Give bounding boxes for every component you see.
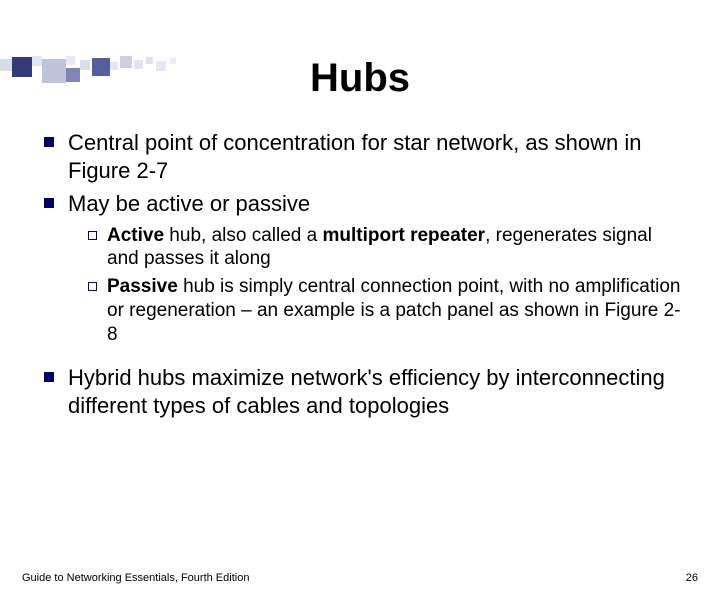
- text-span: hub, also called a: [164, 225, 322, 246]
- slide-content: Central point of concentration for star …: [0, 129, 720, 419]
- square-bullet-icon: [44, 198, 54, 208]
- deco-square: [134, 60, 143, 69]
- deco-square: [92, 58, 110, 76]
- footer-source: Guide to Networking Essentials, Fourth E…: [22, 572, 249, 584]
- deco-square: [156, 61, 166, 71]
- bullet-level1: Central point of concentration for star …: [44, 129, 684, 184]
- corner-decoration: [0, 56, 220, 94]
- deco-square: [42, 59, 66, 83]
- square-bullet-icon: [44, 137, 54, 147]
- slide-footer: Guide to Networking Essentials, Fourth E…: [22, 572, 698, 584]
- hollow-square-bullet-icon: [88, 231, 97, 240]
- deco-square: [80, 60, 90, 70]
- bold-term: Passive: [107, 276, 178, 297]
- hollow-square-bullet-icon: [88, 282, 97, 291]
- deco-square: [66, 56, 75, 65]
- page-number: 26: [686, 572, 698, 584]
- bullet-text: May be active or passive: [68, 190, 310, 218]
- bullet-text: Active hub, also called a multiport repe…: [107, 224, 684, 272]
- bullet-level2: Active hub, also called a multiport repe…: [88, 224, 684, 272]
- bullet-text: Passive hub is simply central connection…: [107, 275, 684, 346]
- deco-square: [12, 57, 32, 77]
- deco-square: [110, 62, 118, 70]
- bullet-text: Central point of concentration for star …: [68, 129, 684, 184]
- bullet-level1: May be active or passive: [44, 190, 684, 218]
- text-span: hub is simply central connection point, …: [107, 276, 681, 345]
- deco-square: [32, 56, 42, 66]
- deco-square: [120, 56, 132, 68]
- bullet-level2: Passive hub is simply central connection…: [88, 275, 684, 346]
- square-bullet-icon: [44, 372, 54, 382]
- bold-term: Active: [107, 225, 164, 246]
- deco-square: [170, 58, 176, 64]
- deco-square: [0, 59, 12, 71]
- bullet-level1: Hybrid hubs maximize network's efficienc…: [44, 364, 684, 419]
- bullet-text: Hybrid hubs maximize network's efficienc…: [68, 364, 684, 419]
- bold-term: multiport repeater: [322, 225, 485, 246]
- deco-square: [66, 68, 80, 82]
- deco-square: [146, 57, 153, 64]
